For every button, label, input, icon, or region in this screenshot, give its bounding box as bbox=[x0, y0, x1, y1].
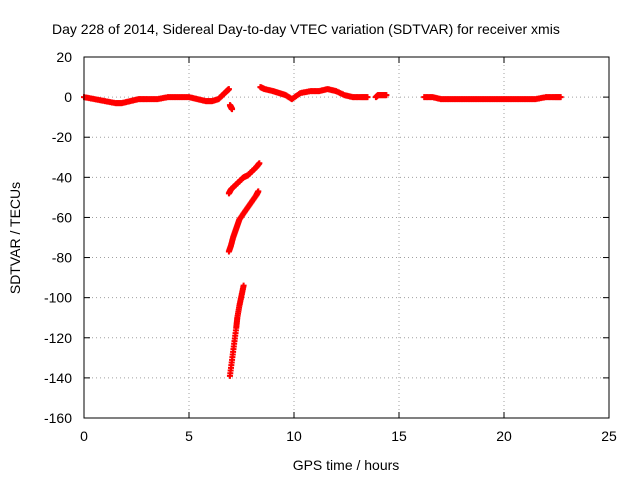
data-point bbox=[256, 160, 263, 167]
data-point bbox=[229, 106, 236, 113]
x-tick-label: 0 bbox=[80, 428, 88, 444]
x-axis-label: GPS time / hours bbox=[293, 457, 400, 473]
y-tick-label: -80 bbox=[52, 250, 72, 266]
x-tick-label: 20 bbox=[496, 428, 512, 444]
plot-frame bbox=[83, 56, 610, 419]
data-points bbox=[81, 84, 564, 379]
y-axis-label: SDTVAR / TECUs bbox=[7, 182, 23, 294]
y-tick-label: -120 bbox=[44, 330, 72, 346]
axis-ticks: 0 5 10 15 20 25 -160 -140 -120 -100 -80 -60 -40 -20 0 2… bbox=[44, 49, 617, 444]
y-tick-label: -100 bbox=[44, 290, 72, 306]
y-tick-label: 20 bbox=[56, 49, 72, 65]
chart-title: Day 228 of 2014, Sidereal Day-to-day VTE… bbox=[52, 21, 560, 37]
data-point bbox=[557, 94, 564, 101]
x-tick-label: 15 bbox=[391, 428, 407, 444]
y-tick-label: -140 bbox=[44, 370, 72, 386]
y-tick-label: -60 bbox=[52, 209, 72, 225]
y-tick-label: -40 bbox=[52, 169, 72, 185]
y-tick-label: -160 bbox=[44, 410, 72, 426]
x-tick-label: 25 bbox=[601, 428, 617, 444]
y-tick-label: 0 bbox=[64, 89, 72, 105]
data-point bbox=[383, 92, 390, 99]
y-tick-label: -20 bbox=[52, 129, 72, 145]
x-tick-label: 5 bbox=[185, 428, 193, 444]
x-tick-label: 10 bbox=[286, 428, 302, 444]
grid bbox=[84, 57, 609, 418]
data-point bbox=[225, 86, 232, 93]
data-point bbox=[255, 188, 262, 195]
data-point bbox=[364, 94, 371, 101]
data-point bbox=[240, 282, 247, 289]
